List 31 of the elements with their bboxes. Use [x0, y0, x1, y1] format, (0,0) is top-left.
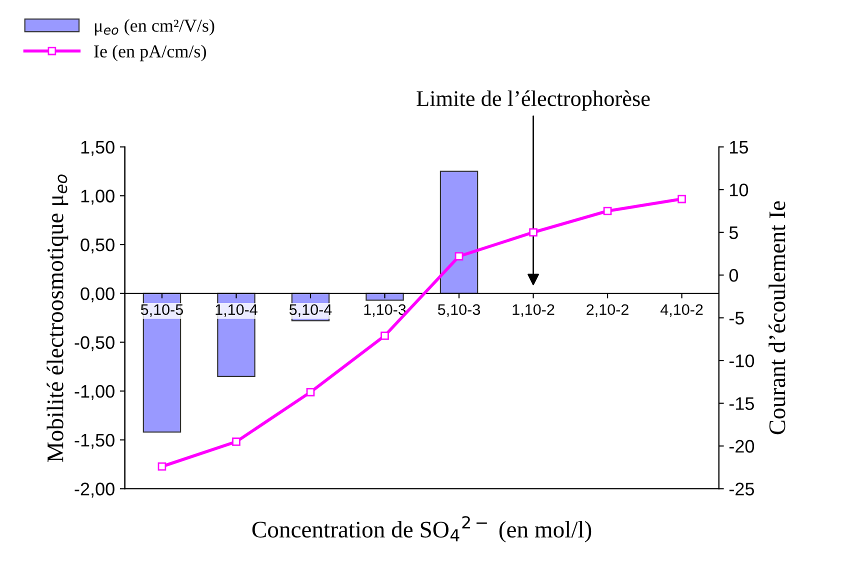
legend-label: Ie (en pA/cm/s) [94, 44, 206, 62]
y2-tick-label: 5 [729, 226, 738, 240]
y2-tick-label: 15 [730, 141, 748, 154]
y2-tick-label: -15 [729, 397, 754, 410]
x-axis-title: Concentration de SO$_{4}$$^{2−}$ (en mol/l) [252, 516, 592, 542]
y-tick-label: -0,50 [74, 336, 114, 352]
y-tick-label: 1,50 [81, 140, 114, 156]
x-tick-label: 2,10-2 [586, 304, 628, 317]
y-tick-label: -2,00 [74, 482, 114, 498]
y-tick-label: 0,50 [80, 238, 114, 254]
y-tick-label: -1,50 [74, 434, 114, 449]
y-tick-label: 0,00 [80, 287, 114, 302]
x-tick-label: 1,10-3 [364, 304, 406, 317]
y2-tick-label: 0 [729, 269, 738, 282]
x-tick-label: 5,10-4 [289, 304, 332, 317]
y2-tick-label: -10 [729, 354, 754, 368]
y2-tick-label: -25 [729, 482, 754, 496]
y2-tick-label: -5 [729, 312, 744, 325]
y-axis-title: Mobilité électroosmotique μ$_{eo}$ [46, 174, 68, 462]
x-tick-label: 5,10-3 [438, 304, 480, 317]
y2-tick-label: -20 [729, 440, 754, 453]
x-tick-label: 1,10-2 [512, 304, 554, 317]
y-tick-label: -1,00 [74, 384, 114, 400]
x-tick-label: 4,10-2 [660, 304, 703, 317]
y2-tick-label: 10 [730, 184, 748, 196]
text: Limite de l’électrophorèse [416, 90, 650, 111]
legend-label: μ$_{eo}$ (en cm²/V/s) [94, 19, 214, 36]
x-tick-label: 5,10-5 [140, 304, 183, 317]
y2-axis-title: Courant d’écoulement Ie [768, 201, 786, 434]
y-tick-label: 1,00 [81, 190, 114, 205]
x-tick-label: 1,10-4 [216, 304, 258, 317]
